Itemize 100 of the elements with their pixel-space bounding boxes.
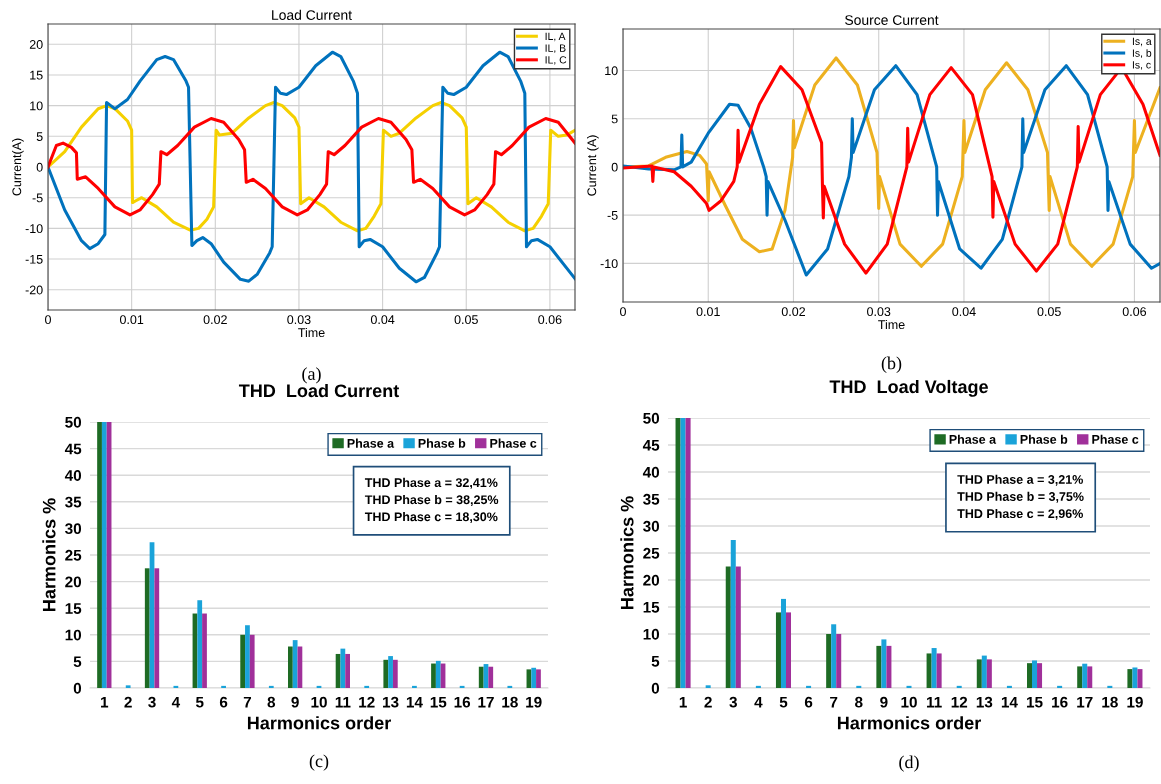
chart-title: THD Load Voltage <box>829 379 988 397</box>
bar <box>221 685 226 688</box>
y-tick-label: 35 <box>643 493 660 505</box>
bar <box>986 659 992 688</box>
bar <box>364 685 370 688</box>
y-tick-label: -15 <box>25 254 43 264</box>
x-tick-label: 6 <box>804 696 813 708</box>
legend-label: Phase a <box>949 434 997 444</box>
text: (d) <box>899 755 919 772</box>
x-tick-label: 17 <box>1077 696 1093 708</box>
bar <box>936 653 942 688</box>
legend-label: IL, A <box>545 32 566 42</box>
bar <box>101 422 107 688</box>
x-tick-label: 17 <box>478 696 494 708</box>
x-tick-label: 4 <box>754 696 763 708</box>
bar <box>392 659 398 688</box>
x-tick-label: 8 <box>267 696 276 708</box>
y-tick-label: 10 <box>65 629 82 641</box>
y-tick-label: 50 <box>65 416 82 428</box>
x-tick-label: 10 <box>311 696 327 708</box>
bar <box>680 418 686 688</box>
x-axis-title: Time <box>878 319 905 330</box>
annotation: THD Phase c = 18,30% <box>364 512 498 524</box>
annotation: THD Phase b = 3,75% <box>957 491 1084 503</box>
y-tick-label: 45 <box>64 443 82 455</box>
bar <box>1006 685 1012 688</box>
x-tick-label: 8 <box>855 696 863 708</box>
x-tick-label: 0.06 <box>538 315 562 325</box>
y-tick-label: 50 <box>643 412 660 424</box>
bar <box>1032 660 1038 688</box>
bar <box>507 685 513 688</box>
legend-label: Is, c <box>1132 61 1151 70</box>
x-tick-label: 14 <box>406 696 423 708</box>
x-tick-label: 13 <box>976 696 993 708</box>
bar <box>730 540 736 688</box>
y-tick-label: 40 <box>642 466 660 478</box>
y-tick-label: -5 <box>32 193 43 203</box>
y-axis-title: Harmonics % <box>620 496 634 609</box>
annotation: THD Phase c = 2,96% <box>957 508 1083 520</box>
legend-label: Phase c <box>1092 434 1139 444</box>
bar <box>292 640 298 688</box>
bar <box>154 568 160 688</box>
x-tick-label: 12 <box>359 696 375 708</box>
y-tick-label: 20 <box>65 576 82 588</box>
bar <box>826 634 832 688</box>
y-tick-label: 0 <box>611 162 618 172</box>
text: (a) <box>302 367 321 384</box>
bar <box>388 656 393 688</box>
text: (b) <box>881 356 902 373</box>
bar <box>1137 669 1143 688</box>
x-tick-label: 2 <box>124 696 132 708</box>
x-tick-label: 0.03 <box>287 315 311 325</box>
bar <box>197 600 203 688</box>
legend-label: Phase b <box>418 438 466 448</box>
x-tick-label: 5 <box>779 696 788 708</box>
x-tick-label: 1 <box>101 696 109 708</box>
y-tick-label: 0 <box>73 682 82 694</box>
bar <box>981 655 987 688</box>
bar <box>1107 685 1113 688</box>
x-tick-label: 18 <box>502 696 518 708</box>
x-tick-label: 15 <box>430 696 447 708</box>
bar <box>536 669 541 688</box>
chart-title: Load Current <box>272 9 352 20</box>
bar <box>1082 663 1088 688</box>
bar <box>1037 663 1043 688</box>
x-tick-label: 0.05 <box>1037 307 1061 317</box>
bar <box>144 568 150 688</box>
legend-label: Phase a <box>347 438 395 448</box>
bar <box>856 685 862 688</box>
y-tick-label: 35 <box>65 496 82 508</box>
x-tick-label: 4 <box>171 696 181 708</box>
y-tick-label: 20 <box>643 574 660 586</box>
bar <box>780 598 786 688</box>
bar <box>926 653 932 688</box>
bar <box>249 634 255 688</box>
y-tick-label: 30 <box>643 520 660 532</box>
y-tick-label: 45 <box>642 440 660 451</box>
y-tick-label: 20 <box>29 40 43 49</box>
y-tick-label: 25 <box>65 549 82 561</box>
x-tick-label: 11 <box>335 696 351 708</box>
bar <box>976 659 982 688</box>
bar <box>173 685 179 688</box>
bar <box>383 659 389 688</box>
legend-label: Phase c <box>490 438 537 448</box>
bar <box>202 613 207 688</box>
x-tick-label: 3 <box>729 696 737 708</box>
y-tick-label: 15 <box>30 70 43 80</box>
bar <box>345 653 351 688</box>
x-tick-label: 0.02 <box>203 315 227 325</box>
x-tick-label: 14 <box>1001 696 1018 708</box>
y-tick-label: 15 <box>643 602 660 613</box>
line-series <box>48 116 575 217</box>
x-tick-label: 16 <box>454 696 471 708</box>
bar <box>931 648 937 688</box>
bar <box>831 624 837 688</box>
bar <box>240 634 246 688</box>
annotation: THD Phase a = 3,21% <box>957 474 1083 486</box>
x-tick-label: 11 <box>926 696 942 708</box>
x-tick-label: 10 <box>901 696 917 708</box>
bar <box>245 625 250 688</box>
